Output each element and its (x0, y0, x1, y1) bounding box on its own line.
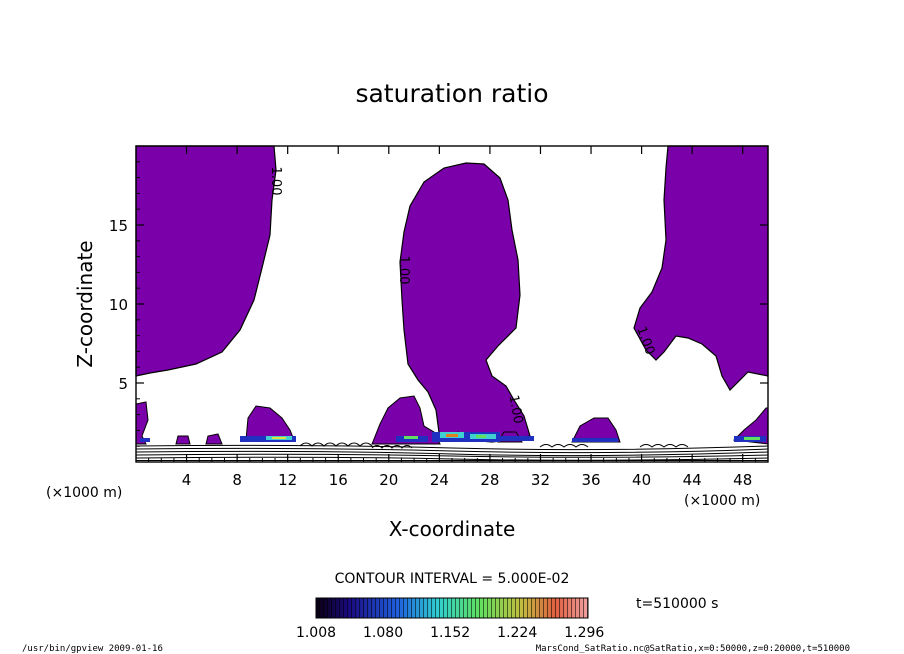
x-tick-label: 16 (329, 471, 348, 489)
colorbar: 1.008 1.080 1.152 1.224 1.296 (296, 597, 604, 641)
blob-7 (175, 435, 191, 445)
time-label: t=510000 s (636, 596, 718, 612)
x-tick-label: 32 (531, 471, 550, 489)
x-tick-label: 28 (480, 471, 499, 489)
y-axis-label: Z-coordinate (73, 240, 97, 367)
contour-label-plume-lower: 1.00 (506, 394, 526, 425)
x-tick-label: 12 (278, 471, 297, 489)
x-tick-label: 44 (683, 471, 702, 489)
x-tick-label: 48 (733, 471, 752, 489)
x-tick-label: 40 (632, 471, 651, 489)
footer-right: MarsCond_SatRatio.nc@SatRatio,x=0:50000,… (536, 644, 850, 654)
colorbar-steps (316, 598, 588, 618)
x-tick-label: 36 (581, 471, 600, 489)
colorbar-tick-label: 1.296 (564, 625, 604, 641)
y-tick-label: 10 (109, 296, 128, 314)
x-tick-label: 8 (232, 471, 242, 489)
blob-2 (571, 417, 621, 443)
blob-5 (205, 433, 223, 445)
colorbar-tick-label: 1.224 (497, 625, 537, 641)
colorbar-frame (315, 597, 589, 619)
left-region-fill (135, 145, 277, 377)
x-tick-label: 20 (379, 471, 398, 489)
x-unit-right: (×1000 m) (684, 493, 760, 509)
x-tick-label: 24 (430, 471, 449, 489)
footer-left: /usr/bin/gpview 2009-01-16 (22, 644, 163, 654)
colorbar-tick-label: 1.008 (296, 625, 336, 641)
contour-label-left: 1.00 (268, 167, 283, 196)
y-tick-label: 5 (118, 375, 128, 393)
y-axis-ticks: 5 10 15 (109, 161, 768, 447)
y-tick-label: 15 (109, 217, 128, 235)
colorbar-ticks: 1.008 1.080 1.152 1.224 1.296 (296, 625, 604, 641)
high-ratio-bands (140, 432, 766, 442)
plot-area: 1.00 1.00 1.00 1.00 (135, 145, 769, 463)
chart-title: saturation ratio (355, 79, 548, 108)
x-unit-left: (×1000 m) (46, 485, 122, 501)
contour-interval: CONTOUR INTERVAL = 5.000E-02 (335, 571, 570, 587)
colorbar-tick-label: 1.152 (430, 625, 470, 641)
colorbar-tick-label: 1.080 (363, 625, 403, 641)
x-axis-label: X-coordinate (389, 517, 516, 541)
x-axis-ticks: 4 8 12 16 20 24 28 32 36 40 44 48 (148, 146, 756, 489)
x-tick-label: 4 (182, 471, 192, 489)
contour-label-plume: 1.00 (396, 256, 411, 285)
right-region-fill (633, 145, 769, 391)
